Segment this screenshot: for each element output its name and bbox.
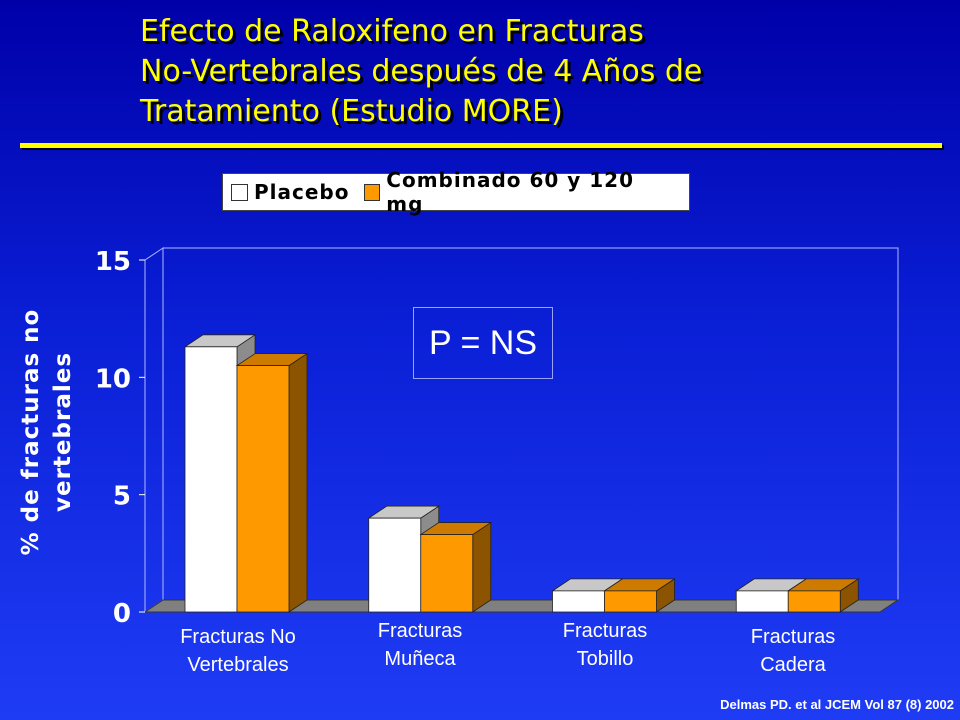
legend-swatch-combinado xyxy=(363,183,381,201)
title-line-2: No-Vertebrales después de 4 Años de xyxy=(140,54,703,89)
y-axis-label: % de fracturas no vertebrales xyxy=(15,302,85,562)
bar-0-1 xyxy=(368,517,422,613)
category-label-muneca: Fracturas Muñeca xyxy=(345,617,495,673)
y-tick-label: 5 xyxy=(113,482,131,512)
bar-0-3 xyxy=(735,590,789,613)
slide-title: Efecto de Raloxifeno en Fracturas No-Ver… xyxy=(140,12,900,132)
title-line-3: Tratamiento (Estudio MORE) xyxy=(140,94,563,129)
bar-1-1 xyxy=(420,534,474,613)
bar-side-1-0 xyxy=(288,352,308,613)
y-tick-label: 0 xyxy=(113,599,131,629)
legend-swatch-placebo xyxy=(231,183,248,201)
bar-1-0 xyxy=(236,365,290,613)
bar-0-0 xyxy=(184,346,238,613)
bar-1-3 xyxy=(787,590,841,613)
category-label-tobillo: Fracturas Tobillo xyxy=(530,617,680,673)
y-axis-label-line-1: % de fracturas no xyxy=(18,308,44,556)
category-label-line: Fracturas No xyxy=(180,626,296,648)
citation: Delmas PD. et al JCEM Vol 87 (8) 2002 xyxy=(720,697,954,712)
category-label-line: Tobillo xyxy=(576,648,634,670)
chart-legend: Placebo Combinado 60 y 120 mg xyxy=(222,168,690,216)
category-label-line: Vertebrales xyxy=(187,654,289,676)
bar-1-2 xyxy=(604,590,657,613)
y-axis-label-line-2: vertebrales xyxy=(50,351,76,513)
legend-item-combinado: Combinado 60 y 120 mg xyxy=(363,168,676,216)
plot-area-side-wall xyxy=(144,247,164,613)
category-label-line: Fracturas xyxy=(562,620,648,642)
legend-label-combinado: Combinado 60 y 120 mg xyxy=(386,168,635,216)
category-label-line: Fracturas xyxy=(750,626,836,648)
category-label-cadera: Fracturas Cadera xyxy=(718,623,868,679)
title-line-1: Efecto de Raloxifeno en Fracturas xyxy=(140,14,644,49)
legend-item-placebo: Placebo xyxy=(231,180,350,204)
bar-0-2 xyxy=(552,590,605,613)
category-label-no-vertebrales: Fracturas No Vertebrales xyxy=(163,623,313,679)
category-label-line: Cadera xyxy=(760,654,826,676)
bar-side-1-1 xyxy=(472,521,492,613)
y-tick-label: 15 xyxy=(95,247,131,277)
category-label-line: Fracturas xyxy=(377,620,463,642)
title-underline xyxy=(20,143,942,148)
significance-annotation: P = NS xyxy=(413,307,553,379)
legend-label-placebo: Placebo xyxy=(254,180,350,204)
y-tick-label: 10 xyxy=(95,364,131,394)
category-label-line: Muñeca xyxy=(384,648,456,670)
